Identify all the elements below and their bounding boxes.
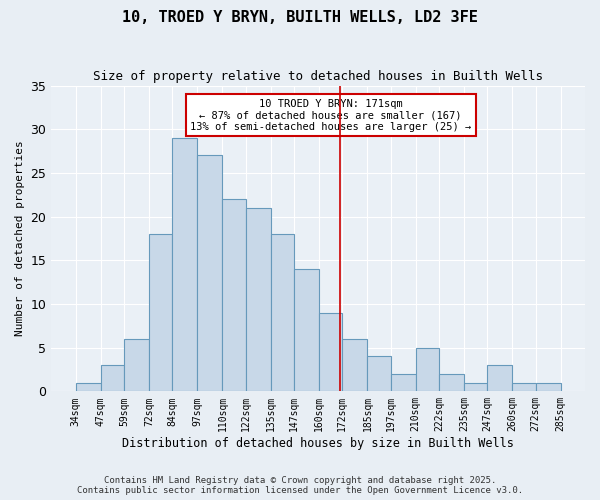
Text: Contains HM Land Registry data © Crown copyright and database right 2025.
Contai: Contains HM Land Registry data © Crown c… <box>77 476 523 495</box>
Bar <box>197 156 223 392</box>
Bar <box>416 348 439 392</box>
Bar <box>319 312 343 392</box>
Text: 10 TROED Y BRYN: 171sqm
← 87% of detached houses are smaller (167)
13% of semi-d: 10 TROED Y BRYN: 171sqm ← 87% of detache… <box>190 98 472 132</box>
Bar <box>149 234 172 392</box>
Bar <box>294 269 319 392</box>
Bar <box>76 382 101 392</box>
Bar <box>487 365 512 392</box>
Title: Size of property relative to detached houses in Builth Wells: Size of property relative to detached ho… <box>93 70 543 83</box>
Bar <box>391 374 416 392</box>
Bar <box>536 382 561 392</box>
Bar <box>124 339 149 392</box>
Bar <box>512 382 536 392</box>
Bar <box>245 208 271 392</box>
Bar <box>223 199 245 392</box>
Bar <box>464 382 487 392</box>
Bar <box>172 138 197 392</box>
Y-axis label: Number of detached properties: Number of detached properties <box>15 140 25 336</box>
Bar <box>101 365 124 392</box>
Bar <box>367 356 391 392</box>
X-axis label: Distribution of detached houses by size in Builth Wells: Distribution of detached houses by size … <box>122 437 514 450</box>
Bar <box>439 374 464 392</box>
Text: 10, TROED Y BRYN, BUILTH WELLS, LD2 3FE: 10, TROED Y BRYN, BUILTH WELLS, LD2 3FE <box>122 10 478 25</box>
Bar <box>343 339 367 392</box>
Bar <box>271 234 294 392</box>
